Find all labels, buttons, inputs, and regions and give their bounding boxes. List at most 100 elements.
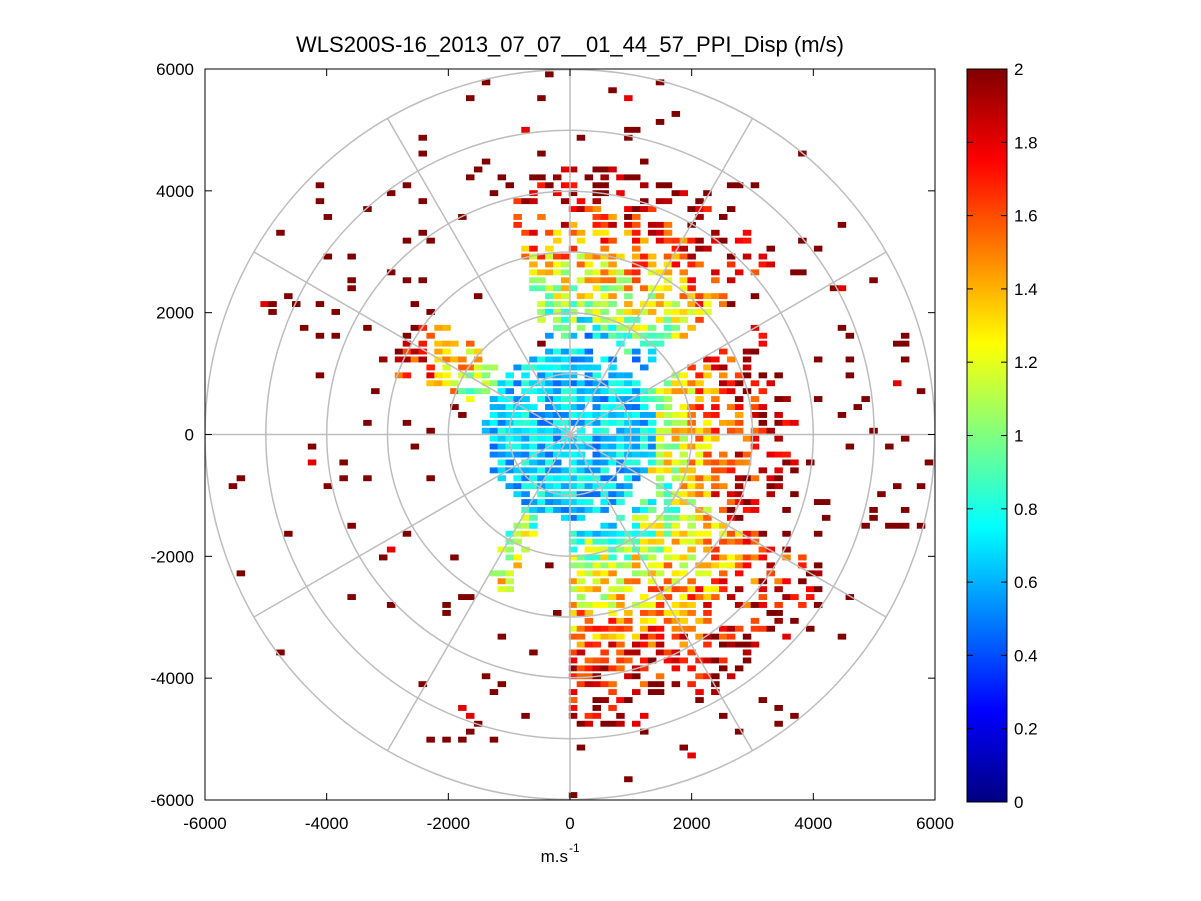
data-cell [426,736,435,743]
data-cell [608,443,617,450]
data-cell [616,625,625,632]
data-cell [632,570,641,577]
data-cell [655,459,665,466]
data-cell [790,712,799,719]
data-cell [560,285,570,292]
data-cell [671,261,681,268]
data-cell [647,356,657,363]
data-cell [553,356,562,363]
data-cell [568,554,578,561]
data-cell [624,404,633,410]
data-cell [529,388,538,395]
data-cell [568,206,578,212]
data-cell [632,435,641,442]
data-cell [671,625,681,632]
data-cell [758,419,768,426]
data-cell [640,340,649,347]
data-cell [616,649,625,656]
data-cell [647,301,657,307]
data-cell [458,356,467,363]
data-cell [608,459,617,466]
data-cell [553,253,562,260]
data-cell [521,412,530,418]
data-cell [616,427,625,434]
data-cell [711,586,720,593]
data-cell [505,451,514,458]
data-cell [632,514,641,521]
data-cell [568,182,578,189]
x-tick-label: 0 [565,814,574,833]
data-cell [600,522,609,529]
data-cell [782,396,791,402]
data-cell [537,419,546,426]
data-cell [576,562,586,569]
data-cell [726,625,736,632]
data-cell [671,530,681,537]
data-cell [655,530,665,537]
data-cell [521,491,530,498]
data-cell [616,483,625,490]
data-cell [726,641,736,648]
data-cell [592,570,601,577]
data-cell [829,285,839,292]
data-cell [584,570,594,577]
data-cell [497,578,507,585]
data-cell [616,594,625,600]
data-cell [568,475,578,482]
data-cell [553,443,562,450]
data-cell [647,229,657,236]
data-cell [624,649,633,656]
colorbar-tick-label: 1.8 [1014,133,1038,152]
data-cell [695,245,704,252]
data-cell [695,657,704,664]
data-cell [671,514,681,521]
data-cell [624,578,633,585]
data-cell [624,451,633,458]
data-cell [481,427,491,434]
data-cell [315,198,325,205]
data-cell [489,451,499,458]
data-cell [719,451,728,458]
data-cell [616,459,625,466]
data-cell [434,372,443,379]
data-cell [592,253,601,260]
data-cell [600,316,609,323]
data-cell [537,182,546,189]
data-cell [592,633,601,640]
data-cell [624,174,633,181]
data-cell [608,586,617,593]
data-cell [655,396,665,402]
data-cell [592,214,601,220]
data-cell [640,522,649,529]
data-cell [418,150,427,157]
data-cell [742,499,752,505]
data-cell [798,269,807,276]
data-cell [521,126,530,133]
data-cell [647,610,657,616]
data-cell [576,277,586,284]
data-cell [742,237,752,244]
data-cell [568,309,578,315]
data-cell [655,79,665,86]
data-cell [600,229,609,236]
data-cell [647,221,657,228]
data-cell [600,174,609,181]
data-cell [560,451,570,458]
y-tick-label: 2000 [156,304,194,323]
data-cell [418,134,427,141]
data-cell [521,467,530,474]
data-cell [687,522,696,529]
data-cell [640,158,649,165]
data-cell [655,388,665,395]
data-cell [560,419,570,426]
data-cell [545,483,554,490]
data-cell [640,507,649,513]
data-cell [687,293,696,300]
data-cell [647,206,657,212]
data-cell [837,221,847,228]
data-cell [679,744,688,751]
data-cell [529,253,538,260]
data-cell [592,396,601,402]
data-cell [505,182,514,189]
data-cell [821,514,831,521]
